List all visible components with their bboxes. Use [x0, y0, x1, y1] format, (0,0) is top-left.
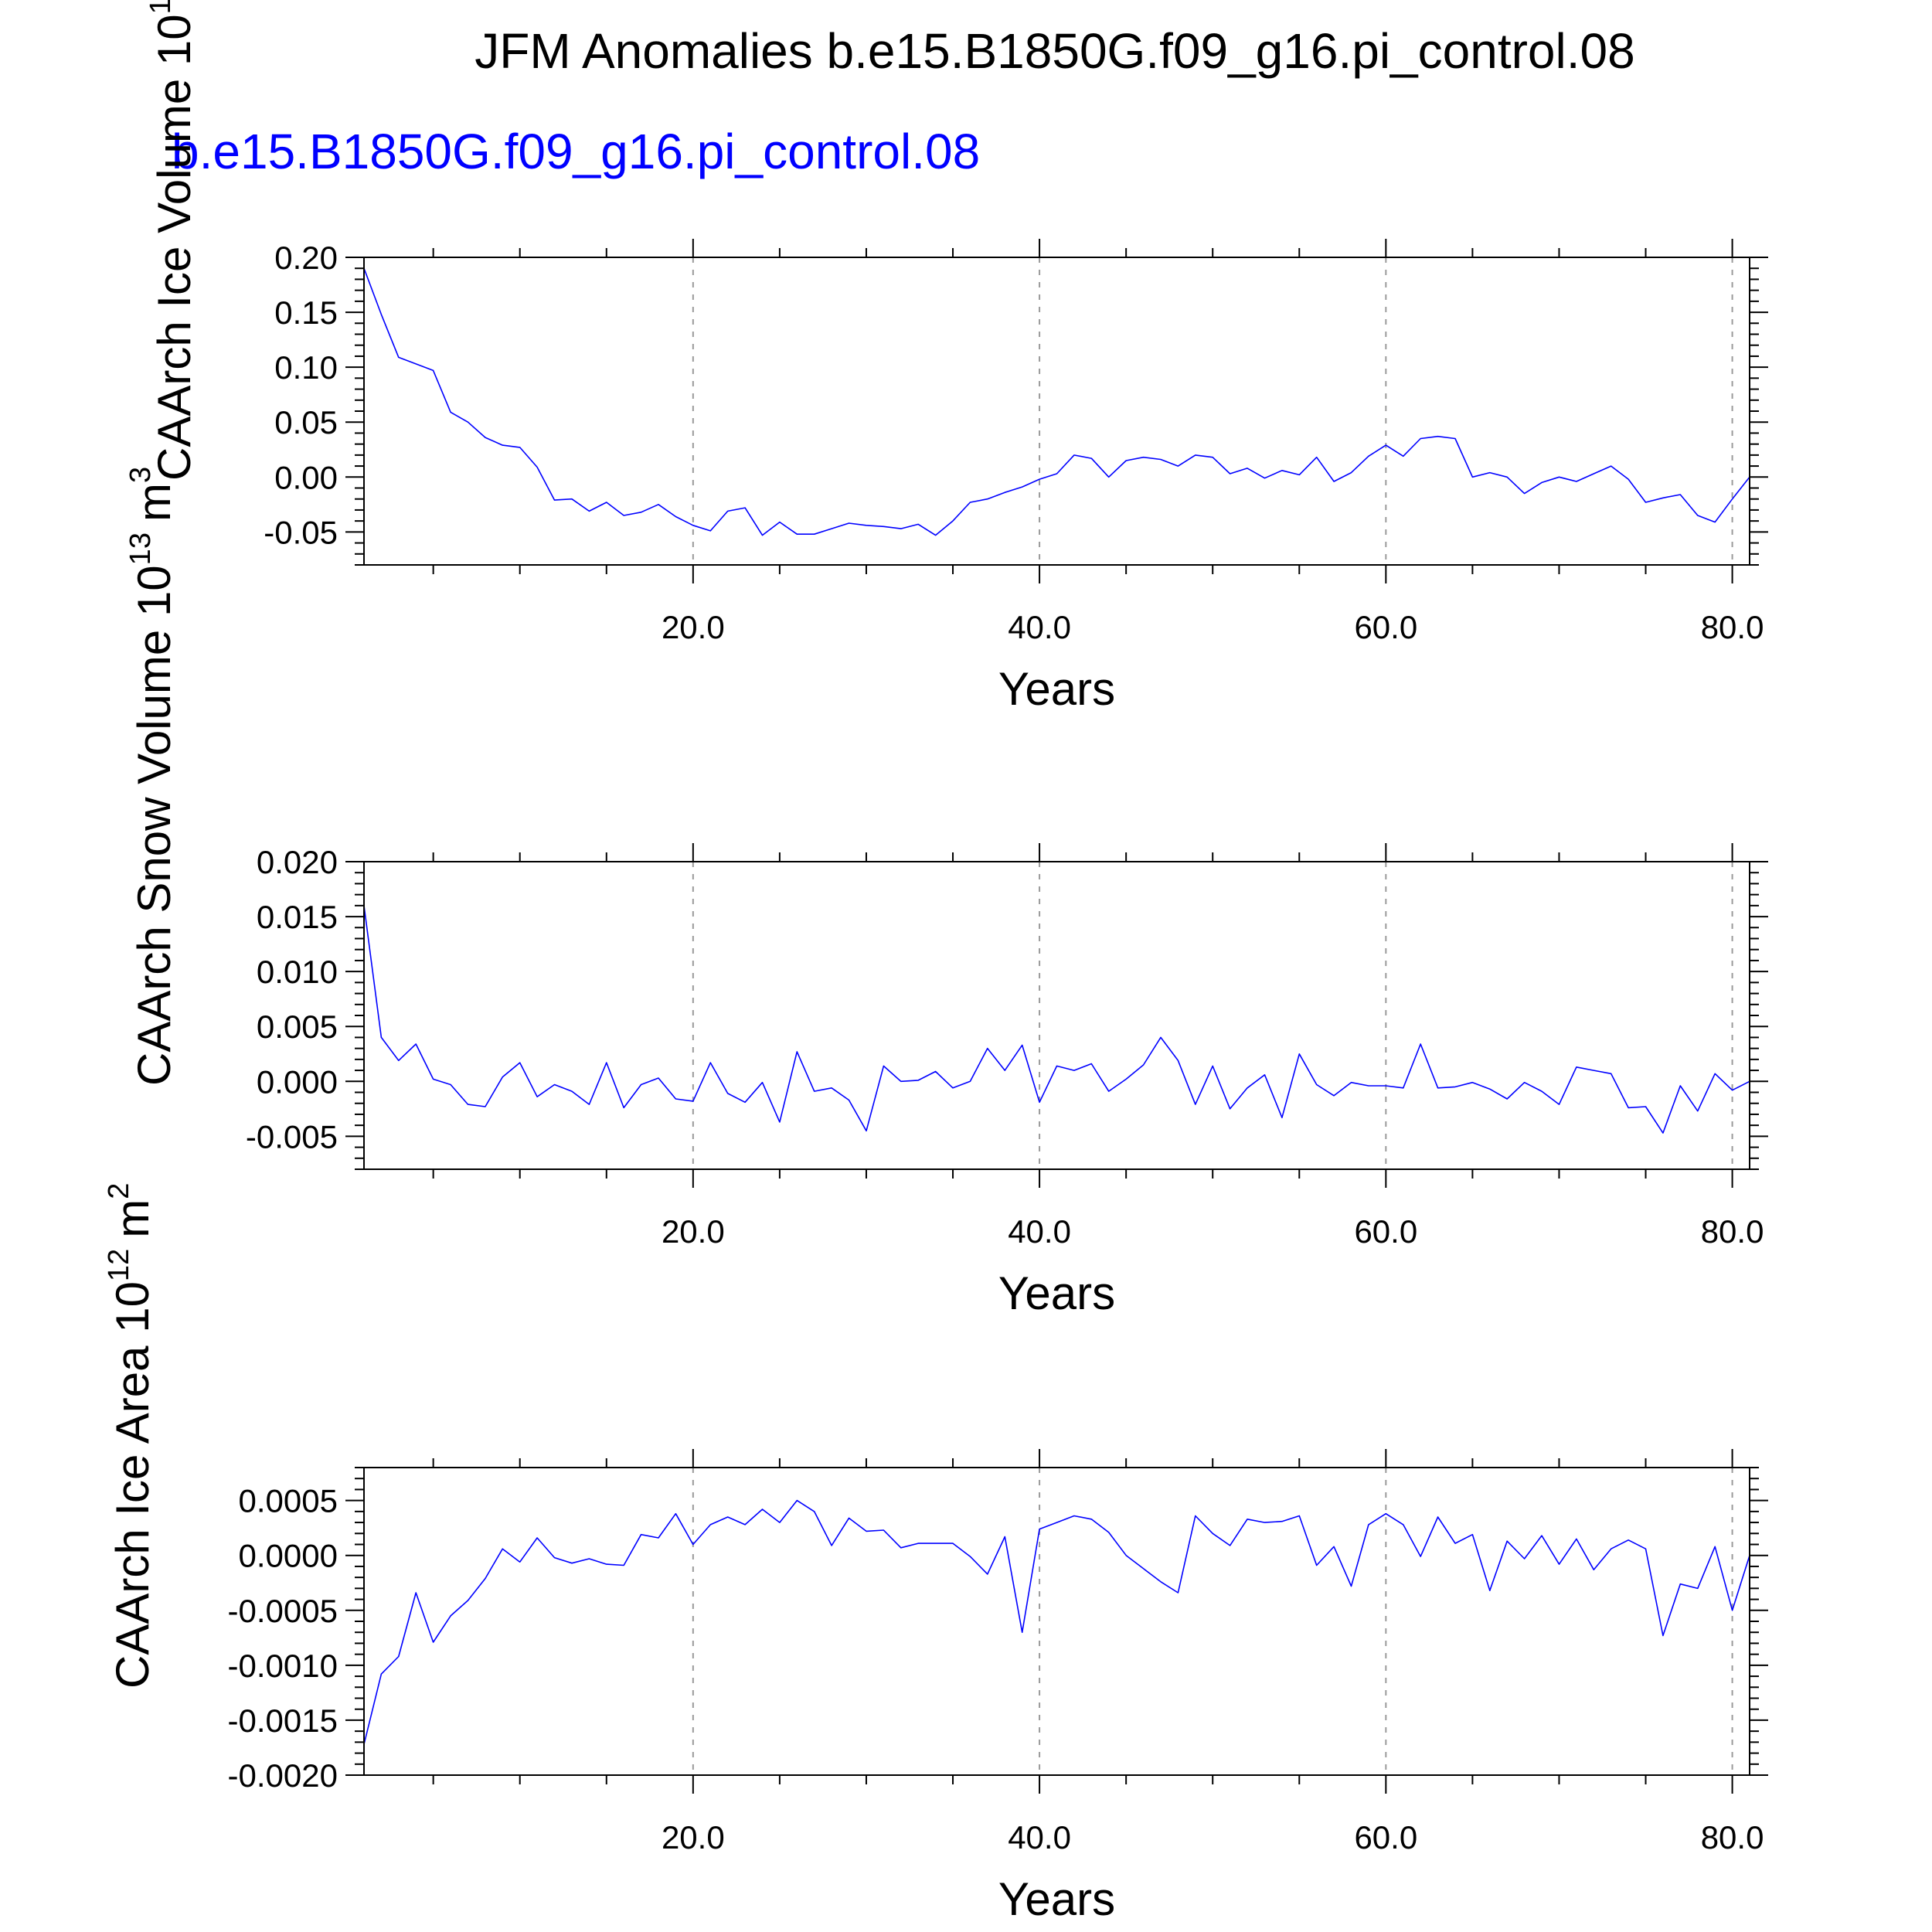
panel-ice-area: 20.0 40.0 60.0 80.0 -0.0020 -0.0015 -0.0010 -0.… — [103, 1183, 1768, 1925]
plot-frame — [363, 257, 1750, 566]
y-tick-label: -0.005 — [246, 1118, 338, 1155]
x-tick-label: 80.0 — [1701, 1213, 1764, 1250]
x-tick-label: 20.0 — [662, 1213, 725, 1250]
x-tick-label: 40.0 — [1008, 609, 1071, 645]
y-tick-label: 0.15 — [274, 294, 338, 331]
plot-frame — [363, 1467, 1750, 1776]
x-axis-label: Years — [998, 1267, 1115, 1319]
y-tick-label: -0.0010 — [228, 1648, 338, 1684]
y-tick-label: 0.0005 — [239, 1483, 338, 1519]
y-tick-label: 0.020 — [257, 844, 338, 880]
y-tick-label: 0.10 — [274, 349, 338, 386]
y-tick-label: 0.010 — [257, 954, 338, 990]
y-axis-label: CAArch Ice Volume 1013m3 — [145, 0, 200, 481]
y-tick-label: 0.005 — [257, 1009, 338, 1045]
x-tick-label: 20.0 — [662, 1819, 725, 1855]
y-axis-label: CAArch Snow Volume 1013m3 — [124, 467, 180, 1086]
series-line — [363, 905, 1750, 1134]
chart-title: JFM Anomalies b.e15.B1850G.f09_g16.pi_co… — [474, 23, 1634, 79]
chart-subtitle: b.e15.B1850G.f09_g16.pi_control.08 — [172, 124, 980, 179]
panel-snow-volume: 20.0 40.0 60.0 80.0 -0.005 0.000 0.005 0.010 0.0… — [124, 467, 1768, 1319]
y-tick-label: -0.05 — [264, 514, 338, 550]
y-axis-label: CAArch Ice Area 1012m2 — [103, 1183, 158, 1689]
x-tick-label: 60.0 — [1354, 609, 1417, 645]
y-tick-label: 0.000 — [257, 1063, 338, 1100]
x-tick-label: 20.0 — [662, 609, 725, 645]
panel-ice-volume: 20.0 40.0 60.0 80.0 -0.05 0.00 0.05 0.10 0.15 0.2… — [145, 0, 1768, 715]
y-tick-label: 0.0000 — [239, 1538, 338, 1574]
y-tick-label: -0.0015 — [228, 1702, 338, 1739]
x-tick-label: 80.0 — [1701, 1819, 1764, 1855]
x-tick-label: 60.0 — [1354, 1819, 1417, 1855]
y-tick-label: 0.20 — [274, 240, 338, 276]
series-line — [363, 267, 1750, 536]
y-tick-label: -0.0005 — [228, 1593, 338, 1629]
x-tick-label: 60.0 — [1354, 1213, 1417, 1250]
x-axis-label: Years — [998, 1873, 1115, 1925]
x-tick-label: 80.0 — [1701, 609, 1764, 645]
y-tick-label: -0.0020 — [228, 1757, 338, 1794]
x-tick-label: 40.0 — [1008, 1819, 1071, 1855]
x-tick-label: 40.0 — [1008, 1213, 1071, 1250]
x-axis-label: Years — [998, 663, 1115, 715]
y-tick-label: 0.05 — [274, 404, 338, 440]
y-tick-label: 0.015 — [257, 899, 338, 935]
y-tick-label: 0.00 — [274, 459, 338, 495]
plot-frame — [363, 861, 1750, 1170]
series-line — [363, 1499, 1750, 1745]
